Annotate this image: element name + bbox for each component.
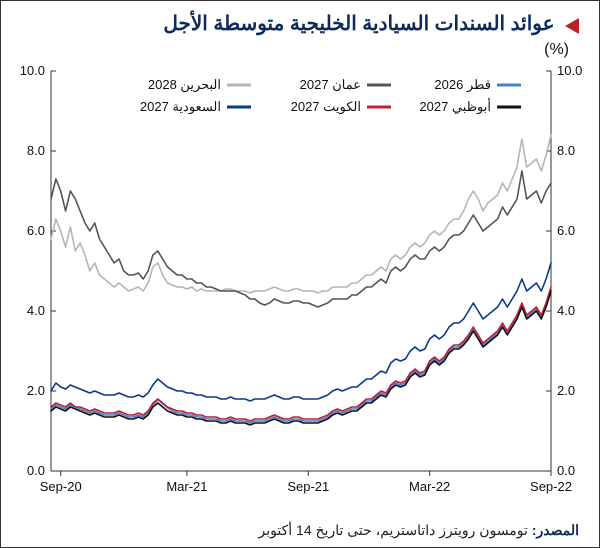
svg-text:Mar-21: Mar-21 [166,479,207,494]
svg-text:قطر 2026: قطر 2026 [434,77,491,93]
source-line: المصدر: تومسون رويترز داتاستريم، حتى تار… [259,522,579,539]
svg-text:Sep-21: Sep-21 [287,479,329,494]
svg-text:أبوظبي 2027: أبوظبي 2027 [419,98,491,115]
svg-text:Sep-20: Sep-20 [40,479,82,494]
svg-text:السعودية 2027: السعودية 2027 [140,99,221,115]
svg-text:4.0: 4.0 [27,303,45,318]
chart-card: عوائد السندات السيادية الخليجية متوسطة ا… [0,0,600,548]
svg-text:8.0: 8.0 [557,143,575,158]
title-row: عوائد السندات السيادية الخليجية متوسطة ا… [21,11,579,36]
svg-text:البحرين 2028: البحرين 2028 [148,77,221,93]
svg-text:10.0: 10.0 [20,63,45,78]
source-label: المصدر: [532,522,579,538]
series-abudhabi [51,291,551,425]
svg-text:6.0: 6.0 [27,223,45,238]
series-qatar [51,289,551,423]
svg-text:Sep-22: Sep-22 [530,479,572,494]
svg-text:2.0: 2.0 [27,383,45,398]
svg-text:4.0: 4.0 [557,303,575,318]
svg-text:0.0: 0.0 [27,463,45,478]
svg-text:8.0: 8.0 [27,143,45,158]
svg-text:عمان 2027: عمان 2027 [300,77,361,92]
chart-title: عوائد السندات السيادية الخليجية متوسطة ا… [163,13,554,35]
svg-text:Mar-22: Mar-22 [409,479,450,494]
series-oman [51,171,551,307]
series-bahrain [51,135,551,293]
svg-text:الكويت 2027: الكويت 2027 [291,99,361,115]
svg-text:2.0: 2.0 [557,383,575,398]
source-text: تومسون رويترز داتاستريم، حتى تاريخ 14 أك… [259,522,528,538]
chart-area: 0.00.02.02.04.04.06.06.08.08.010.010.0Se… [51,71,551,471]
svg-text:10.0: 10.0 [557,63,582,78]
svg-text:0.0: 0.0 [557,463,575,478]
chart-svg: 0.00.02.02.04.04.06.06.08.08.010.010.0Se… [51,71,551,501]
chart-subtitle: (%) [544,41,569,59]
pointer-icon [565,18,579,34]
svg-text:6.0: 6.0 [557,223,575,238]
